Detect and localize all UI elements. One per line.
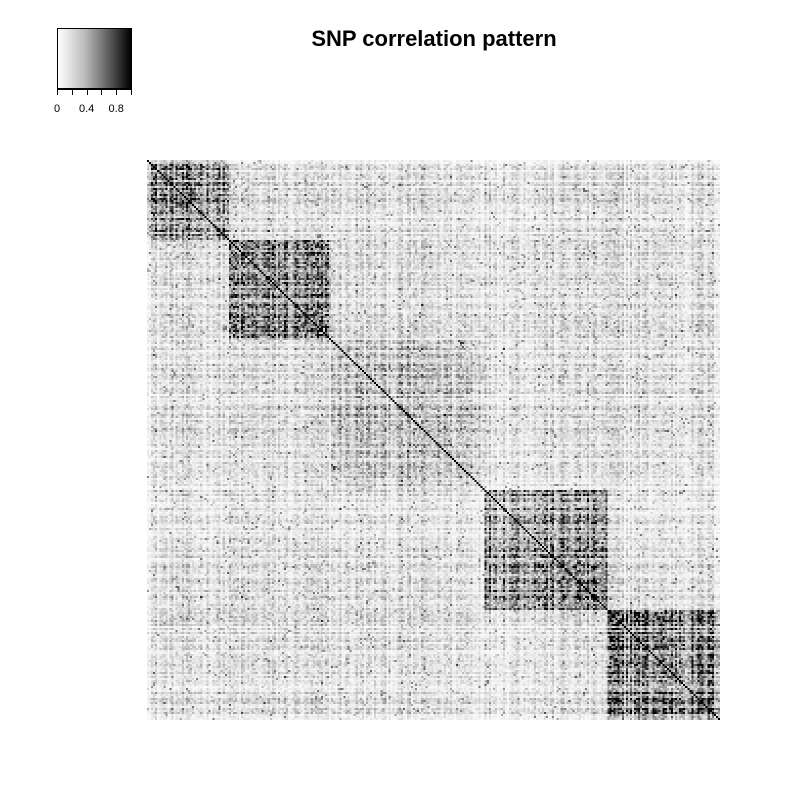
legend-tick <box>57 89 58 95</box>
legend-tick <box>71 89 73 95</box>
legend-tick-label: 0.8 <box>108 103 124 115</box>
legend-tick <box>101 89 103 95</box>
legend-tick <box>86 89 88 95</box>
color-legend-gradient <box>57 28 132 89</box>
legend-tick-label: 0.4 <box>78 103 95 115</box>
legend-tick-label: 0 <box>53 103 61 115</box>
chart-title: SNP correlation pattern <box>311 26 557 51</box>
heatmap-cells <box>147 160 720 720</box>
color-legend-axis <box>57 89 132 95</box>
correlation-heatmap <box>147 160 720 720</box>
legend-tick <box>116 89 118 95</box>
legend-tick <box>131 89 132 95</box>
